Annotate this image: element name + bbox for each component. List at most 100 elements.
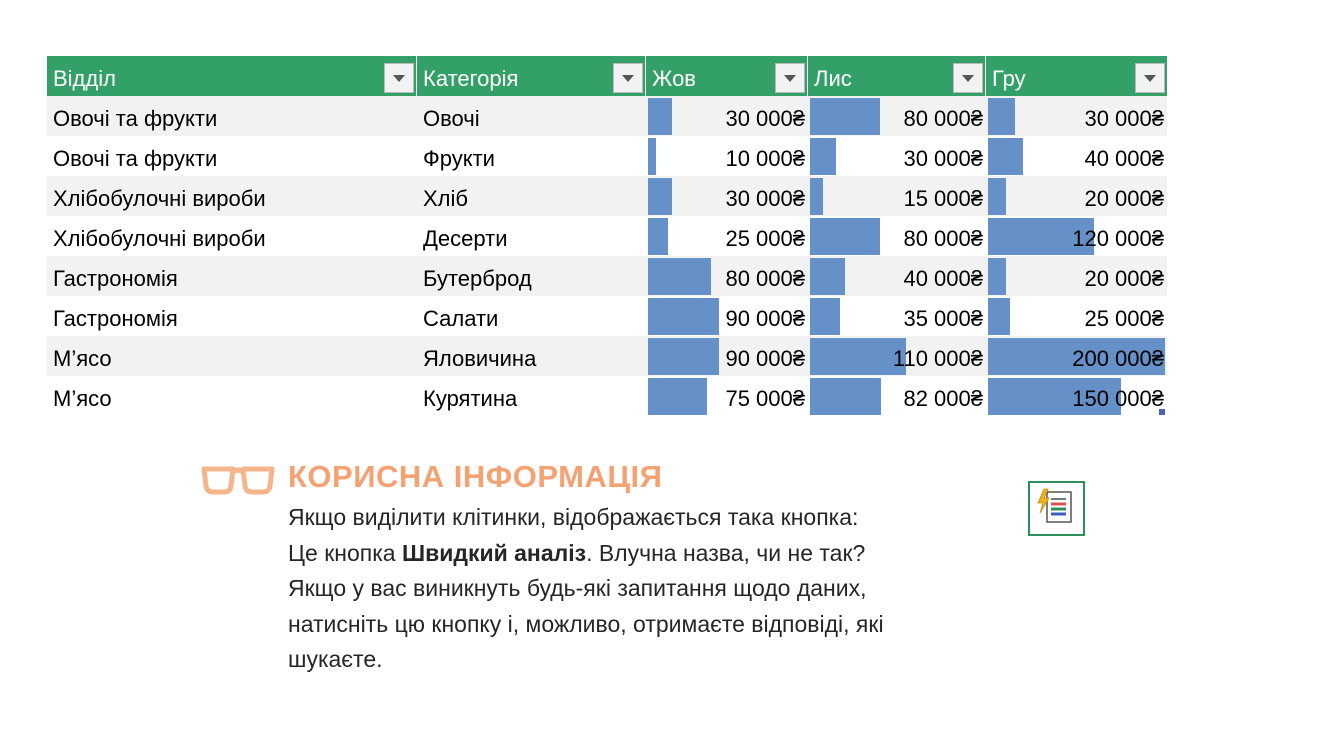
quick-analysis-button[interactable] (1028, 481, 1085, 536)
currency-value: 30 000₴ (903, 146, 983, 171)
oct-value-cell[interactable]: 30 000₴ (646, 96, 808, 136)
category-cell[interactable]: Курятина (423, 386, 518, 411)
table-header-row: Відділ Категорія Жов Лис Гру (47, 56, 1167, 96)
currency-value: 200 000₴ (1072, 346, 1164, 371)
currency-value: 82 000₴ (903, 386, 983, 411)
department-cell[interactable]: Хлібобулочні вироби (53, 226, 266, 251)
nov-value-cell[interactable]: 80 000₴ (808, 216, 986, 256)
dec-value-cell[interactable]: 40 000₴ (986, 136, 1167, 176)
tip-line: Це кнопка Швидкий аналіз. Влучна назва, … (288, 539, 866, 566)
dec-value-cell[interactable]: 25 000₴ (986, 296, 1167, 336)
dec-value-cell[interactable]: 150 000₴ (986, 376, 1167, 416)
table-row[interactable]: Хлібобулочні вироби Хліб 30 000₴ 15 000₴ 20 … (47, 176, 1167, 216)
category-cell[interactable]: Фрукти (423, 146, 495, 171)
data-bar (648, 178, 672, 215)
oct-value-cell[interactable]: 10 000₴ (646, 136, 808, 176)
nov-value-cell[interactable]: 82 000₴ (808, 376, 986, 416)
dec-value-cell[interactable]: 200 000₴ (986, 336, 1167, 376)
table-row[interactable]: Гастрономія Бутерброд 80 000₴ 40 000₴ 20 000… (47, 256, 1167, 296)
table-row[interactable]: Овочі та фрукти Фрукти 10 000₴ 30 000₴ 40 00… (47, 136, 1167, 176)
data-bar (810, 298, 840, 335)
header-dec: Гру (986, 56, 1167, 96)
currency-value: 80 000₴ (903, 106, 983, 131)
department-cell[interactable]: Овочі та фрукти (53, 106, 218, 131)
category-cell[interactable]: Бутерброд (423, 266, 532, 291)
currency-value: 30 000₴ (725, 106, 805, 131)
category-cell[interactable]: Овочі (423, 106, 480, 131)
filter-dropdown-icon[interactable] (384, 63, 414, 93)
category-cell[interactable]: Яловичина (423, 346, 537, 371)
header-department: Відділ (47, 56, 417, 96)
oct-value-cell[interactable]: 90 000₴ (646, 336, 808, 376)
table-row[interactable]: Овочі та фрукти Овочі 30 000₴ 80 000₴ 30 000… (47, 96, 1167, 136)
table-resize-handle[interactable] (1159, 409, 1165, 415)
filter-dropdown-icon[interactable] (953, 63, 983, 93)
currency-value: 80 000₴ (903, 226, 983, 251)
currency-value: 80 000₴ (725, 266, 805, 291)
table-row[interactable]: Гастрономія Салати 90 000₴ 35 000₴ 25 000₴ (47, 296, 1167, 336)
quick-analysis-icon (1037, 488, 1072, 523)
data-bar (810, 258, 845, 295)
data-bar (648, 258, 711, 295)
category-cell[interactable]: Хліб (423, 186, 468, 211)
tip-text: Якщо виділити клітинки, відображається т… (288, 500, 1028, 678)
currency-value: 40 000₴ (1084, 146, 1164, 171)
currency-value: 120 000₴ (1072, 226, 1164, 251)
quick-analysis-name: Швидкий аналіз (401, 539, 587, 566)
department-cell[interactable]: Овочі та фрукти (53, 146, 218, 171)
nov-value-cell[interactable]: 110 000₴ (808, 336, 986, 376)
dec-value-cell[interactable]: 120 000₴ (986, 216, 1167, 256)
department-cell[interactable]: М’ясо (53, 386, 112, 411)
category-cell[interactable]: Десерти (423, 226, 508, 251)
data-bar (988, 258, 1006, 295)
dec-value-cell[interactable]: 30 000₴ (986, 96, 1167, 136)
data-bar (988, 338, 1165, 375)
header-category: Категорія (417, 56, 646, 96)
data-bar (648, 338, 719, 375)
data-bar (648, 298, 719, 335)
currency-value: 15 000₴ (903, 186, 983, 211)
currency-value: 110 000₴ (892, 346, 983, 371)
nov-value-cell[interactable]: 30 000₴ (808, 136, 986, 176)
glasses-icon (201, 466, 275, 495)
currency-value: 30 000₴ (725, 186, 805, 211)
oct-value-cell[interactable]: 30 000₴ (646, 176, 808, 216)
data-bar (648, 218, 668, 255)
table-row[interactable]: Хлібобулочні вироби Десерти 25 000₴ 80 000₴… (47, 216, 1167, 256)
nov-value-cell[interactable]: 80 000₴ (808, 96, 986, 136)
table-body: Овочі та фрукти Овочі 30 000₴ 80 000₴ 30 000… (47, 96, 1167, 416)
nov-value-cell[interactable]: 40 000₴ (808, 256, 986, 296)
filter-dropdown-icon[interactable] (613, 63, 643, 93)
filter-dropdown-icon[interactable] (1135, 63, 1165, 93)
data-bar (648, 138, 656, 175)
department-cell[interactable]: Гастрономія (53, 306, 178, 331)
department-cell[interactable]: М’ясо (53, 346, 112, 371)
category-cell[interactable]: Салати (423, 306, 499, 331)
data-bar (988, 98, 1015, 135)
tip-title: КОРИСНА ІНФОРМАЦІЯ (288, 459, 663, 494)
oct-value-cell[interactable]: 90 000₴ (646, 296, 808, 336)
currency-value: 75 000₴ (725, 386, 805, 411)
data-bar (648, 98, 672, 135)
currency-value: 20 000₴ (1084, 186, 1164, 211)
oct-value-cell[interactable]: 80 000₴ (646, 256, 808, 296)
filter-dropdown-icon[interactable] (775, 63, 805, 93)
header-oct: Жов (646, 56, 808, 96)
data-bar (988, 178, 1006, 215)
department-cell[interactable]: Хлібобулочні вироби (53, 186, 266, 211)
table-row[interactable]: М’ясо Курятина 75 000₴ 82 000₴ 150 000₴ (47, 376, 1167, 416)
department-cell[interactable]: Гастрономія (53, 266, 178, 291)
currency-value: 20 000₴ (1084, 266, 1164, 291)
nov-value-cell[interactable]: 15 000₴ (808, 176, 986, 216)
oct-value-cell[interactable]: 25 000₴ (646, 216, 808, 256)
sales-table: Відділ Категорія Жов Лис Гру Овочі та фр… (47, 56, 1167, 416)
data-bar (988, 298, 1010, 335)
dec-value-cell[interactable]: 20 000₴ (986, 176, 1167, 216)
currency-value: 10 000₴ (725, 146, 805, 171)
oct-value-cell[interactable]: 75 000₴ (646, 376, 808, 416)
dec-value-cell[interactable]: 20 000₴ (986, 256, 1167, 296)
nov-value-cell[interactable]: 35 000₴ (808, 296, 986, 336)
data-bar (988, 218, 1094, 255)
table-row[interactable]: М’ясо Яловичина 90 000₴ 110 000₴ 200 000₴ (47, 336, 1167, 376)
data-bar (810, 138, 836, 175)
